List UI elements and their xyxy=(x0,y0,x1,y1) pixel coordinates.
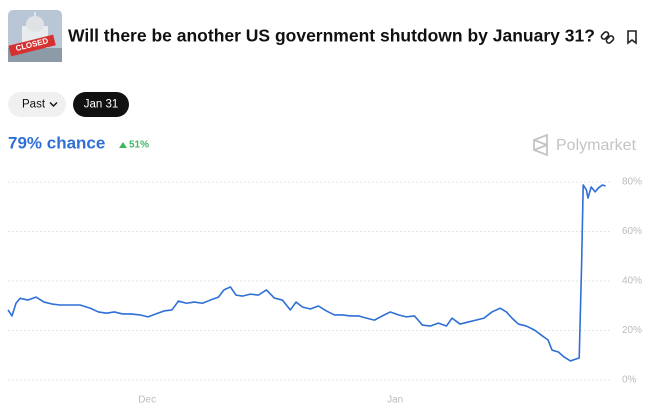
filter-label: Jan 31 xyxy=(84,99,119,111)
filter-date[interactable]: Jan 31 xyxy=(73,92,129,117)
y-tick-label: 60% xyxy=(622,226,642,237)
y-tick-label: 0% xyxy=(622,375,637,386)
y-tick-label: 40% xyxy=(622,276,642,287)
up-arrow xyxy=(119,142,127,148)
brand: Polymarket xyxy=(533,133,637,157)
filter-bg xyxy=(8,92,66,117)
y-tick-label: 80% xyxy=(622,177,642,188)
chance: 79% chance xyxy=(8,133,105,152)
chart: 0% 20% 40% 60% 80% Dec Jan xyxy=(7,177,642,406)
filter-past[interactable]: Past xyxy=(8,92,66,117)
market-title: Will there be another US government shut… xyxy=(68,26,595,46)
filter-label: Past xyxy=(22,99,46,111)
x-tick-label: Jan xyxy=(387,395,403,406)
line xyxy=(7,184,606,362)
filter-bg xyxy=(73,92,129,117)
spire xyxy=(34,12,36,18)
x-tick-label: Dec xyxy=(138,395,156,406)
thumbnail: CLOSED xyxy=(8,10,62,62)
brand-name: Polymarket xyxy=(556,137,637,154)
bookmark-icon[interactable] xyxy=(627,30,637,45)
closed-banner xyxy=(8,34,56,57)
link-icon[interactable] xyxy=(600,31,615,44)
chevron xyxy=(49,102,58,107)
dome xyxy=(26,16,44,32)
change: 51% xyxy=(129,140,149,151)
y-tick-label: 20% xyxy=(622,325,642,336)
brand-logo xyxy=(533,133,548,157)
